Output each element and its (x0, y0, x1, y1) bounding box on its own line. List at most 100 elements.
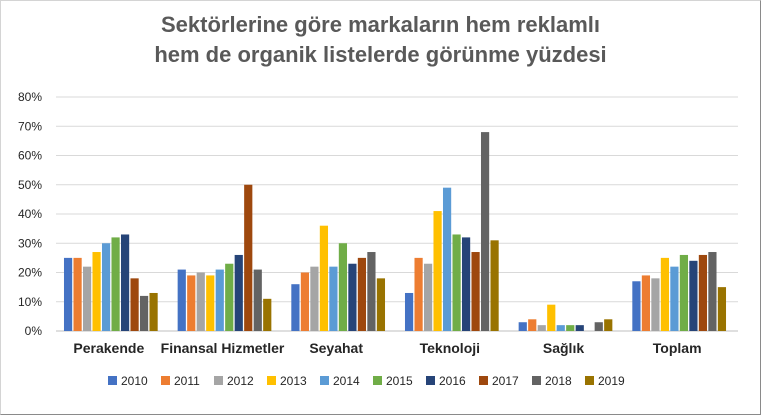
bar (196, 272, 205, 331)
y-tick-label: 0% (25, 324, 43, 338)
bar (604, 319, 613, 331)
legend-swatch (373, 376, 382, 385)
bar (423, 263, 433, 331)
y-tick-label: 40% (18, 207, 42, 221)
bar (300, 272, 310, 331)
bar (329, 266, 338, 331)
bar (187, 275, 196, 331)
bar (689, 260, 698, 331)
bar (291, 284, 300, 331)
y-tick-label: 70% (18, 119, 42, 133)
bar (206, 275, 215, 331)
bar (651, 278, 660, 331)
legend-swatch (426, 376, 435, 385)
x-category-label: Perakende (73, 340, 144, 356)
bar (149, 292, 158, 331)
bar (338, 243, 348, 331)
bar (632, 281, 641, 331)
bar (82, 266, 92, 331)
bar (566, 325, 575, 331)
bar (73, 257, 82, 331)
legend-swatch (214, 376, 223, 385)
bar (367, 252, 376, 331)
bar (139, 295, 149, 331)
legend-swatch (320, 376, 329, 385)
bar (708, 252, 717, 331)
x-category-label: Toplam (653, 340, 702, 356)
x-category-label: Finansal Hizmetler (161, 340, 285, 356)
bar (357, 257, 367, 331)
legend-swatch (585, 376, 594, 385)
bar (575, 325, 584, 331)
bar (490, 240, 499, 331)
bar (101, 243, 111, 331)
legend-label: 2013 (280, 374, 307, 388)
bar (471, 252, 480, 331)
legend-swatch (161, 376, 170, 385)
bar (698, 254, 708, 331)
bar (244, 184, 253, 331)
bars (63, 132, 727, 331)
legend-label: 2016 (439, 374, 466, 388)
bar (120, 234, 130, 331)
bar (670, 266, 679, 331)
gridlines (56, 96, 738, 332)
bar (63, 257, 73, 331)
y-tick-label: 30% (18, 236, 42, 250)
bar (92, 252, 101, 331)
bar (594, 322, 603, 331)
bar (528, 319, 537, 331)
bar (414, 257, 423, 331)
bar (547, 304, 556, 331)
x-category-label: Seyahat (309, 340, 363, 356)
bar (404, 292, 414, 331)
chart-title-line-2: hem de organik listelerde görünme yüzdes… (154, 42, 607, 67)
bar (310, 266, 319, 331)
legend-label: 2012 (227, 374, 254, 388)
legend-label: 2019 (598, 374, 625, 388)
legend-swatch (479, 376, 488, 385)
y-tick-label: 80% (18, 90, 42, 104)
bar (130, 278, 139, 331)
bar (225, 263, 234, 331)
x-axis-category-labels: Perakende Finansal Hizmetler Seyahat Teknol… (73, 340, 701, 356)
chart-title-line-1: Sektörlerine göre markaların hem reklaml… (161, 12, 600, 37)
bar (263, 298, 272, 331)
bar (433, 211, 442, 331)
bar (442, 187, 452, 331)
y-tick-label: 20% (18, 266, 42, 280)
bar (452, 234, 461, 331)
bar (679, 254, 689, 331)
legend-label: 2014 (333, 374, 360, 388)
bar (556, 325, 565, 331)
bar (537, 325, 546, 331)
x-category-label: Sağlık (543, 340, 584, 356)
legend-label: 2010 (121, 374, 148, 388)
legend-swatch (108, 376, 117, 385)
legend: 2010 2011 2012 2013 2014 2015 2016 2017 2018 2019 (108, 374, 625, 388)
legend-label: 2015 (386, 374, 413, 388)
bar (348, 263, 357, 331)
bar (215, 269, 224, 331)
bar (641, 275, 651, 331)
legend-label: 2011 (174, 374, 200, 388)
y-tick-label: 50% (18, 178, 42, 192)
y-tick-label: 60% (18, 149, 42, 163)
bar (177, 269, 186, 331)
bar (253, 269, 262, 331)
bar (111, 237, 120, 331)
bar (717, 287, 727, 331)
legend-swatch (267, 376, 276, 385)
legend-label: 2018 (545, 374, 572, 388)
legend-swatch (532, 376, 541, 385)
y-axis-tick-labels: 0% 10% 20% 30% 40% 50% 60% 70% 80% (18, 90, 42, 338)
x-category-label: Teknoloji (420, 340, 480, 356)
bar (234, 254, 243, 331)
y-tick-label: 10% (18, 295, 42, 309)
legend-label: 2017 (492, 374, 519, 388)
bar (376, 278, 386, 331)
bar (660, 257, 670, 331)
bar (319, 225, 329, 331)
